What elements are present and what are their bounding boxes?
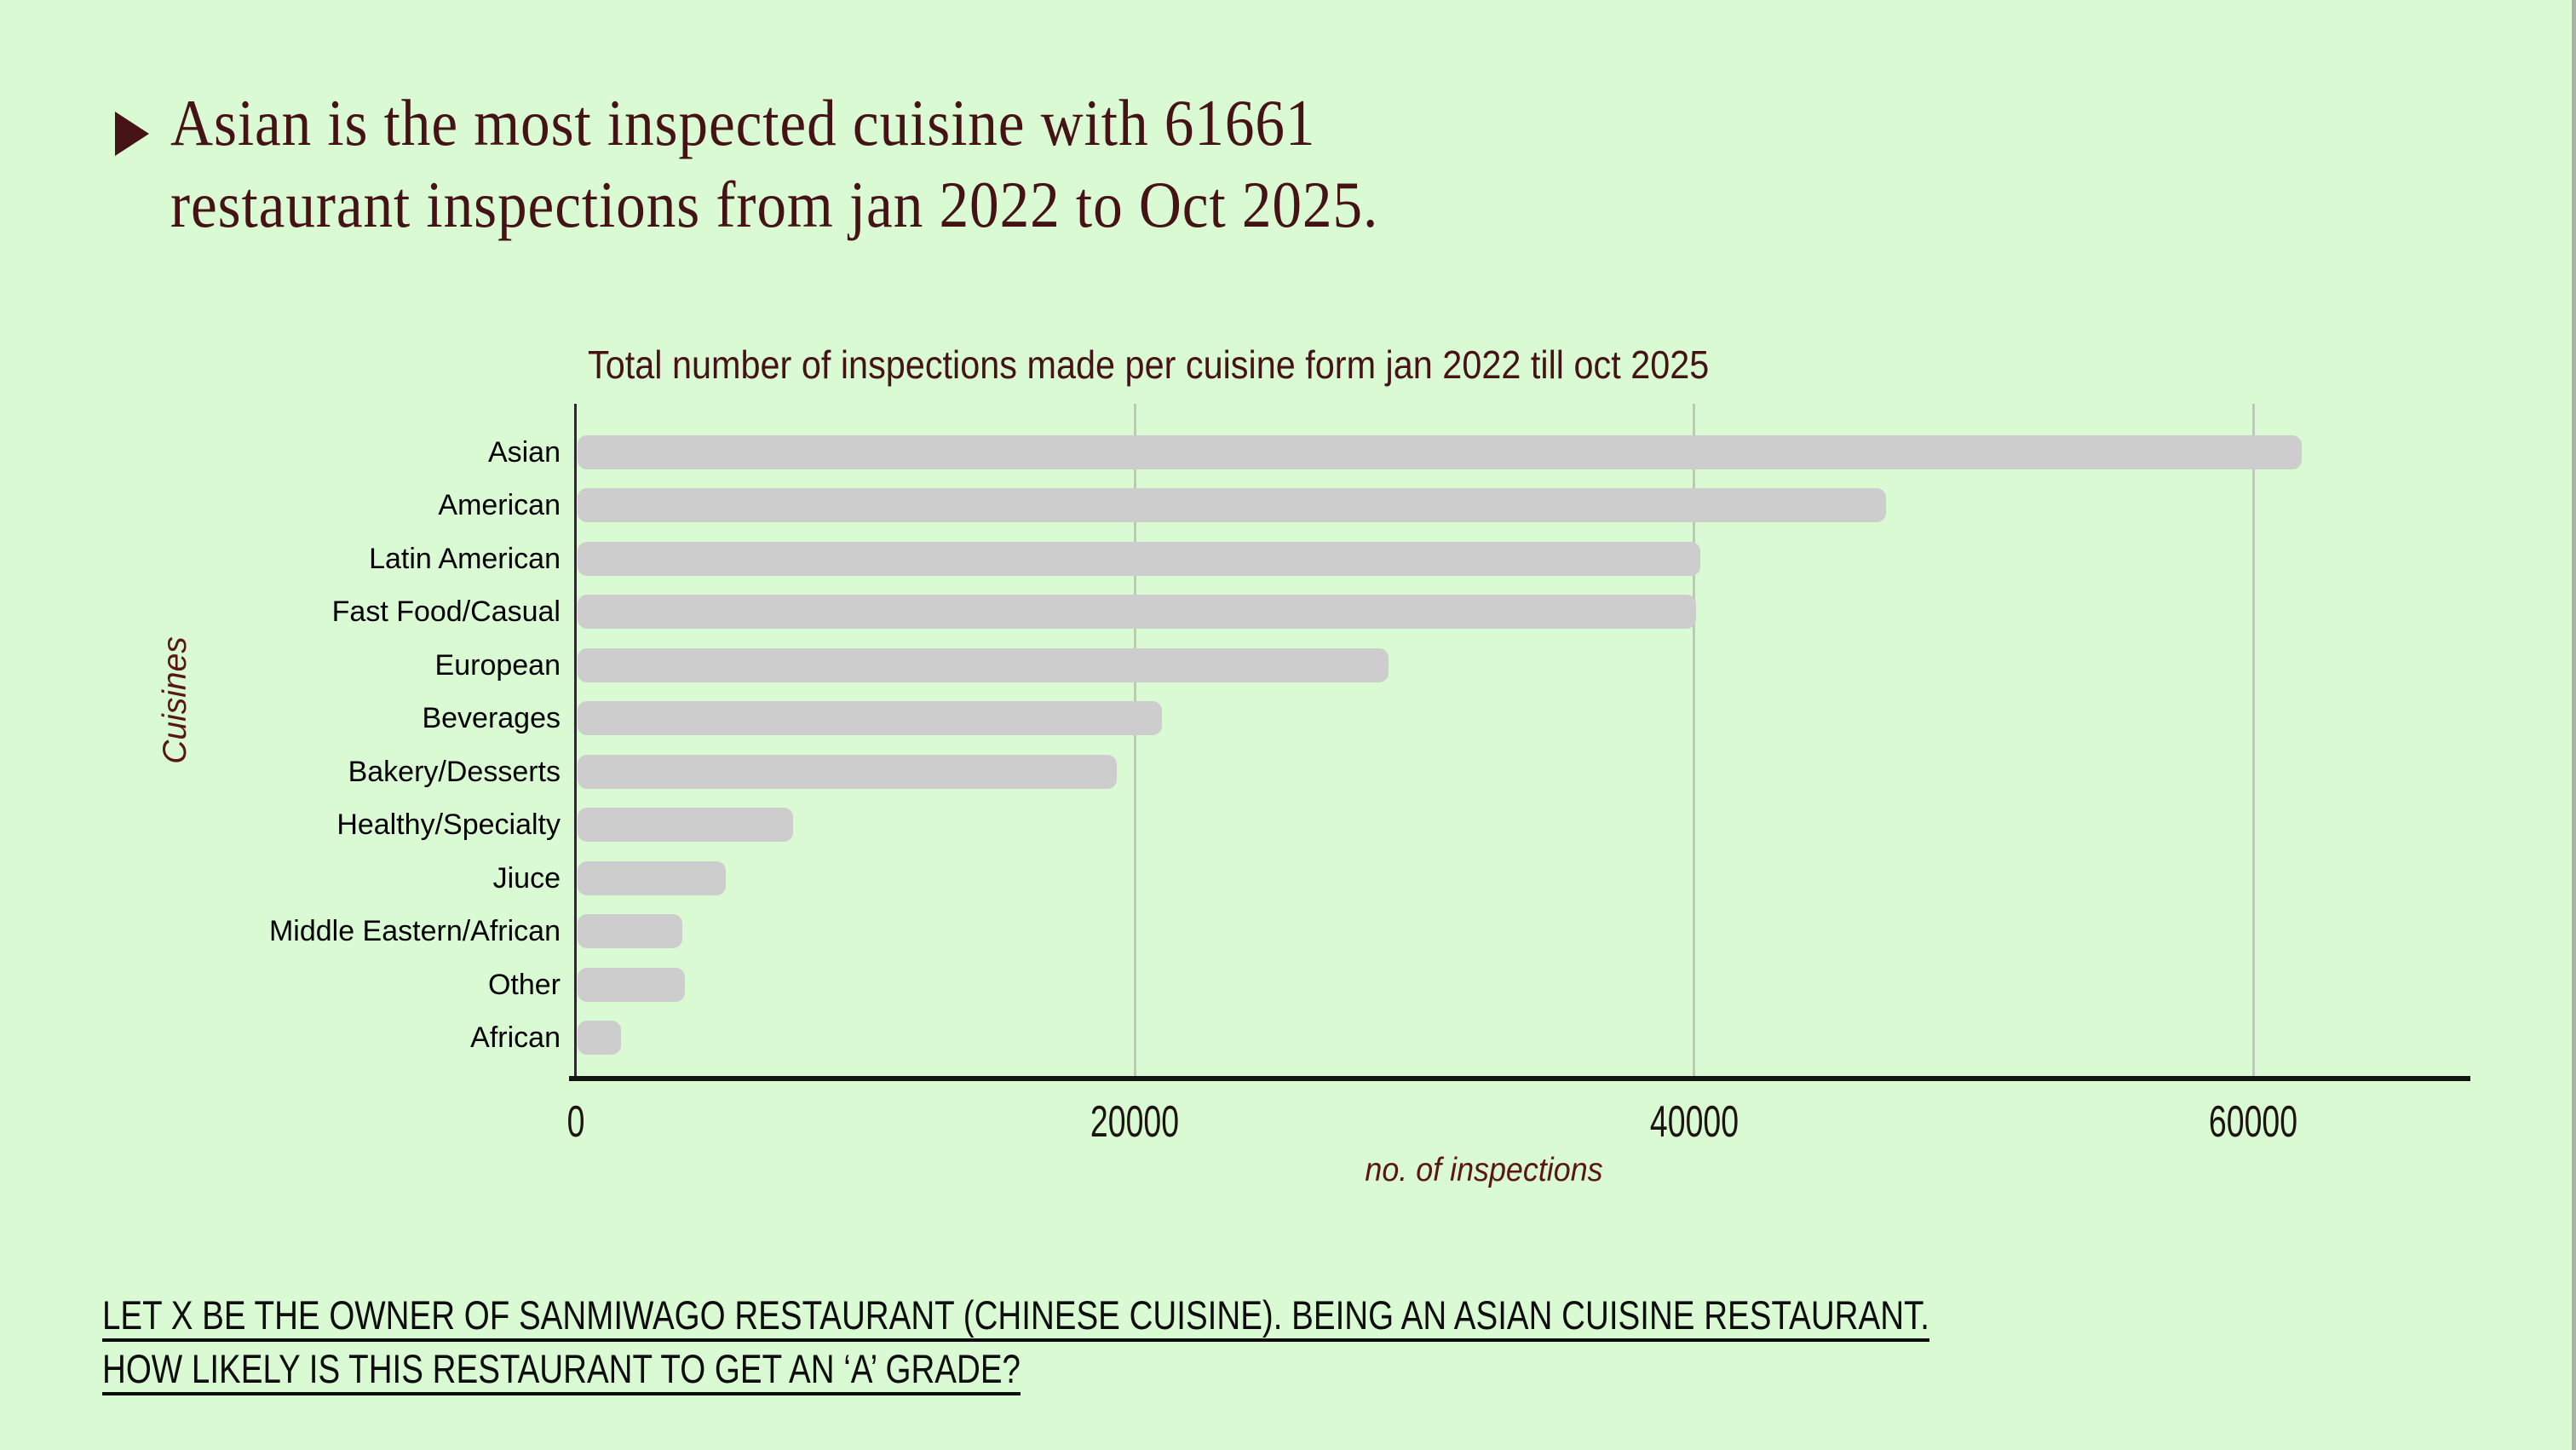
x-axis-spine [569,1076,2470,1081]
bar-asian [578,434,2302,469]
category-label-jiuce: Jiuce [492,861,561,895]
headline: Asian is the most inspected cuisine with… [170,82,1513,245]
category-label-beverages: Beverages [422,702,561,734]
category-label-european: European [434,648,561,682]
chart-title: Total number of inspections made per cui… [588,342,1710,387]
category-label-american: American [438,489,561,521]
bar-african [578,1021,621,1055]
bar-other [578,967,685,1002]
bar-american [578,488,1886,522]
category-label-bakery-desserts: Bakery/Desserts [348,755,561,788]
category-label-other: Other [487,968,561,1001]
x-gridline-40000 [1693,404,1696,1079]
footer-question-line-1: LET X BE THE OWNER OF SANMIWAGO RESTAURA… [102,1292,1930,1338]
bar-fast-food-casual [578,595,1696,629]
footer-question-line-2: HOW LIKELY IS THIS RESTAURANT TO GET AN … [102,1346,1021,1391]
bar-beverages [578,701,1162,735]
bar-bakery-desserts [578,754,1117,789]
x-gridline-20000 [1133,404,1136,1079]
headline-line-2: restaurant inspections from jan 2022 to … [170,168,1379,241]
bar-european [578,647,1389,682]
x-tick-label-40000: 40000 [1649,1097,1739,1147]
right-edge-line [2572,0,2576,1450]
category-label-asian: Asian [487,435,561,469]
category-label-african: African [470,1021,561,1054]
y-axis-spine [574,404,577,1079]
x-gridline-60000 [2251,404,2255,1079]
bar-latin-american [578,541,1700,576]
category-label-middle-eastern-african: Middle Eastern/African [268,915,561,947]
category-label-latin-american: Latin American [369,542,561,575]
x-tick-label-0: 0 [566,1097,585,1147]
bar-middle-eastern-african [578,914,682,948]
category-label-healthy-specialty: Healthy/Specialty [336,808,561,841]
x-tick-label-20000: 20000 [1090,1097,1180,1147]
bar-jiuce [578,860,726,895]
bar-healthy-specialty [578,808,793,842]
headline-line-1: Asian is the most inspected cuisine with… [170,86,1316,159]
x-axis-label: no. of inspections [1365,1152,1603,1188]
x-tick-label-60000: 60000 [2209,1097,2298,1147]
category-label-fast-food-casual: Fast Food/Casual [331,596,561,628]
